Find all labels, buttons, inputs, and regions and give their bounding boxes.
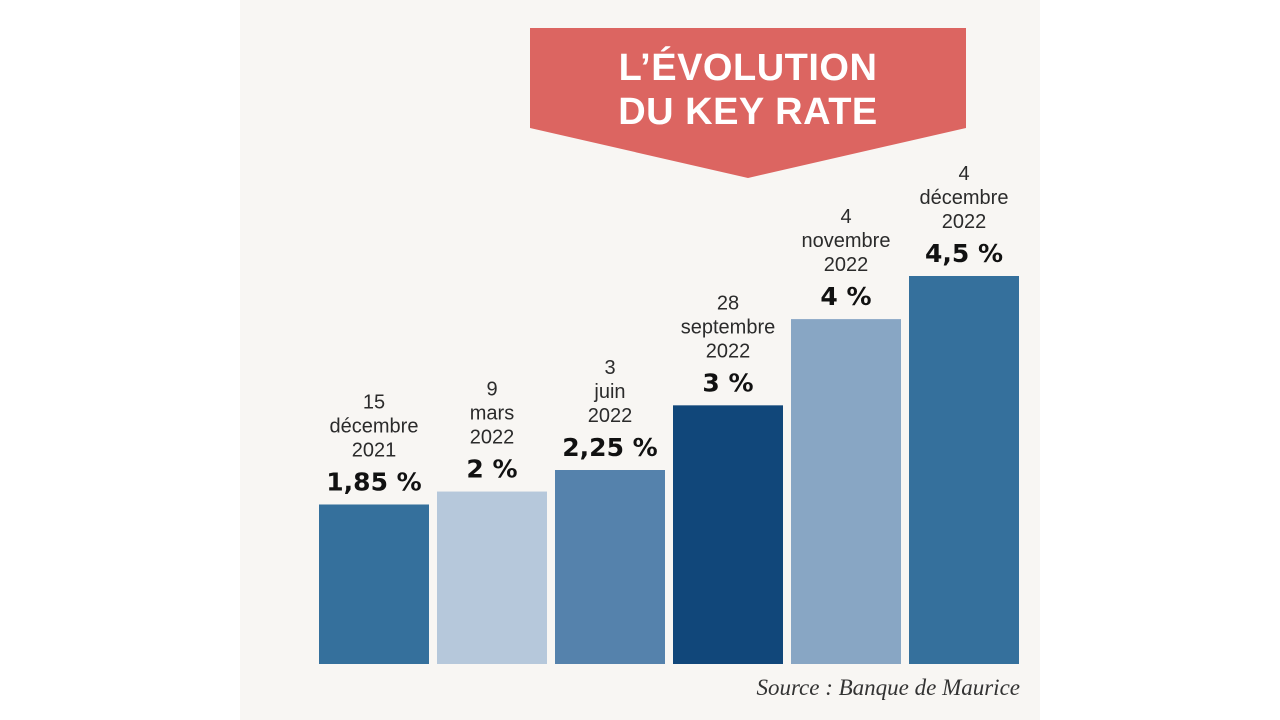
value-label-3: 2,25 % [562, 433, 657, 462]
date-label-5-line-1: 4 [840, 206, 851, 228]
bar-5 [791, 319, 901, 664]
value-label-2: 2 % [466, 455, 517, 484]
date-label-4-line-3: 2022 [706, 340, 751, 362]
bar-4 [673, 405, 783, 664]
date-label-5-line-2: novembre [802, 230, 891, 252]
value-label-5: 4 % [820, 282, 871, 311]
date-label-4-line-1: 28 [717, 292, 739, 314]
date-label-3-line-1: 3 [604, 357, 615, 379]
bar-2 [437, 491, 547, 664]
value-label-1: 1,85 % [326, 467, 421, 496]
date-label-1-line-1: 15 [363, 391, 385, 413]
date-label-6-line-3: 2022 [942, 211, 987, 233]
bar-1 [319, 504, 429, 664]
date-label-2-line-1: 9 [486, 379, 497, 401]
date-label-1-line-2: décembre [330, 415, 419, 437]
date-label-1-line-3: 2021 [352, 439, 397, 461]
chart-title-line-2: DU KEY RATE [618, 91, 878, 133]
title-banner [530, 28, 966, 178]
date-label-6-line-2: décembre [920, 187, 1009, 209]
chart-title-line-1: L’ÉVOLUTION [618, 47, 878, 89]
chart-title: L’ÉVOLUTION DU KEY RATE [530, 46, 966, 134]
value-label-4: 3 % [702, 368, 753, 397]
date-label-5-line-3: 2022 [824, 254, 869, 276]
date-label-6-line-1: 4 [958, 163, 969, 185]
date-label-2-line-3: 2022 [470, 427, 515, 449]
date-label-3-line-3: 2022 [588, 405, 633, 427]
title-banner-shape [530, 28, 966, 178]
value-label-6: 4,5 % [925, 239, 1003, 268]
bar-6 [909, 276, 1019, 664]
bar-3 [555, 470, 665, 664]
date-label-2-line-2: mars [470, 403, 514, 425]
date-label-4-line-2: septembre [681, 316, 776, 338]
source-note: Source : Banque de Maurice [756, 675, 1020, 700]
date-label-3-line-2: juin [593, 381, 625, 403]
